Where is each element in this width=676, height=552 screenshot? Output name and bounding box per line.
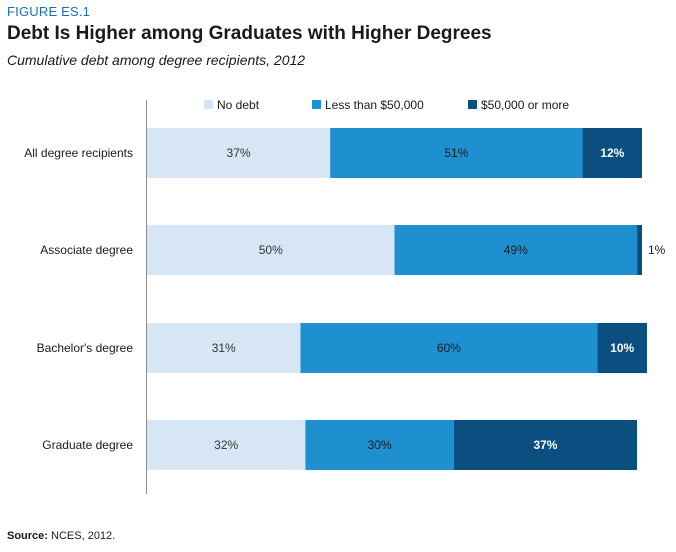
legend-swatch-no-debt — [204, 100, 213, 109]
legend-label-less-than-50-000: Less than $50,000 — [325, 98, 424, 112]
data-label-graduate-degree-no-debt: 32% — [214, 438, 238, 452]
data-label-bachelor-s-degree-50-000-or-more: 10% — [610, 341, 634, 355]
category-label-bachelor-s-degree: Bachelor's degree — [37, 341, 134, 355]
bar-bachelor-s-degree-50-000-or-more — [597, 323, 647, 373]
data-label-all-degree-recipients-no-debt: 37% — [227, 146, 251, 160]
bar-all-degree-recipients-50-000-or-more — [582, 128, 642, 178]
bar-all-degree-recipients-less-than-50-000 — [330, 128, 583, 178]
bar-graduate-degree-no-debt — [147, 420, 306, 470]
chart-legend: No debt Less than $50,000 $50,000 or more — [204, 98, 569, 112]
source-note: Source: NCES, 2012. — [7, 530, 115, 542]
legend-label-no-debt: No debt — [217, 98, 260, 112]
data-label-bachelor-s-degree-no-debt: 31% — [212, 341, 236, 355]
data-label-associate-degree-no-debt: 50% — [259, 243, 283, 257]
bar-all-degree-recipients-no-debt — [147, 128, 331, 178]
data-label-bachelor-s-degree-less-than-50-000: 60% — [437, 341, 461, 355]
data-label-all-degree-recipients-50-000-or-more: 12% — [600, 146, 624, 160]
chart-title: Debt Is Higher among Graduates with High… — [7, 23, 492, 44]
data-label-associate-degree-less-than-50-000: 49% — [504, 243, 528, 257]
bar-bachelor-s-degree-no-debt — [147, 323, 301, 373]
category-label-graduate-degree: Graduate degree — [42, 438, 133, 452]
data-label-all-degree-recipients-less-than-50-000: 51% — [444, 146, 468, 160]
bar-graduate-degree-less-than-50-000 — [305, 420, 454, 470]
source-label: Source: — [7, 530, 48, 542]
category-label-associate-degree: Associate degree — [40, 243, 133, 257]
chart-bars: 37% 51% 12% 50% 49% 1% 31% 60% 10% 32% 30% 37% — [147, 128, 666, 470]
chart-subtitle: Cumulative debt among degree recipients,… — [7, 52, 306, 68]
bar-associate-degree-50-000-or-more — [637, 225, 642, 275]
figure-label: FIGURE ES.1 — [7, 4, 91, 19]
bar-associate-degree-less-than-50-000 — [394, 225, 638, 275]
legend-swatch-50-000-or-more — [468, 100, 477, 109]
bar-associate-degree-no-debt — [147, 225, 395, 275]
source-text: NCES, 2012. — [47, 530, 116, 542]
category-labels: All degree recipients Associate degree Bac… — [24, 146, 133, 452]
legend-swatch-less-than-50-000 — [312, 100, 321, 109]
bar-graduate-degree-50-000-or-more — [453, 420, 638, 470]
data-label-graduate-degree-50-000-or-more: 37% — [533, 438, 557, 452]
bar-bachelor-s-degree-less-than-50-000 — [300, 323, 598, 373]
category-label-all-degree-recipients: All degree recipients — [24, 146, 133, 160]
data-label-associate-degree-50-000-or-more: 1% — [648, 243, 666, 257]
legend-label-50-000-or-more: $50,000 or more — [481, 98, 569, 112]
data-label-graduate-degree-less-than-50-000: 30% — [368, 438, 392, 452]
